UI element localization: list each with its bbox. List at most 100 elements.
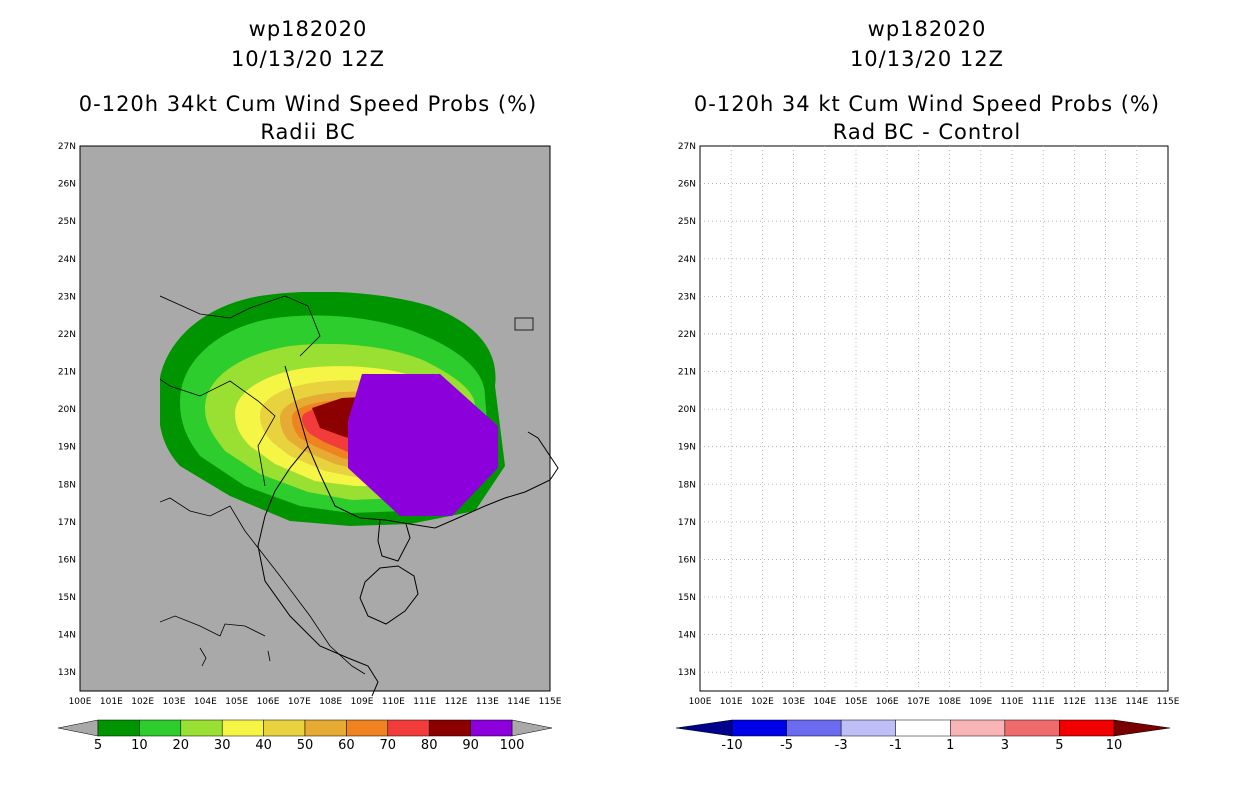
left-lon-label: 101E xyxy=(100,697,123,707)
right-colorbar-swatch xyxy=(786,719,842,737)
right-lon-label: 102E xyxy=(751,697,774,707)
left-lon-label: 114E xyxy=(507,697,530,707)
right-lon-label: 104E xyxy=(813,697,836,707)
left-colorbar-label: 20 xyxy=(173,738,190,753)
left-lat-label: 15N xyxy=(58,593,76,603)
left-lon-label: 113E xyxy=(476,697,499,707)
left-lat-label: 16N xyxy=(58,555,76,565)
right-map xyxy=(699,145,1169,692)
right-colorbar-label: -3 xyxy=(835,738,848,753)
right-lat-label: 25N xyxy=(678,217,696,227)
right-lat-label: 19N xyxy=(678,443,696,453)
left-prob-band-90-100 xyxy=(348,374,498,516)
right-lon-label: 112E xyxy=(1063,697,1086,707)
right-lon-label: 107E xyxy=(907,697,930,707)
left-colorbar-label: 80 xyxy=(421,738,438,753)
right-lat-label: 20N xyxy=(678,405,696,415)
left-lat-label: 13N xyxy=(58,668,76,678)
left-lon-label: 115E xyxy=(539,697,562,707)
left-colorbar-label: 60 xyxy=(338,738,355,753)
left-lat-label: 21N xyxy=(58,368,76,378)
right-lon-label: 103E xyxy=(782,697,805,707)
left-colorbar-label: 70 xyxy=(380,738,397,753)
left-colorbar-label: 90 xyxy=(462,738,479,753)
left-lat-label: 22N xyxy=(58,330,76,340)
right-colorbar-label: -10 xyxy=(721,738,742,753)
right-lon-label: 105E xyxy=(845,697,868,707)
left-colorbar-swatch xyxy=(304,719,347,737)
right-lat-label: 24N xyxy=(678,255,696,265)
left-lat-label: 14N xyxy=(58,631,76,641)
left-lat-label: 17N xyxy=(58,518,76,528)
left-lon-label: 103E xyxy=(163,697,186,707)
left-lat-label: 23N xyxy=(58,292,76,302)
left-lon-label: 104E xyxy=(194,697,217,707)
right-colorbar-arrow-low xyxy=(675,719,733,737)
right-lon-label: 110E xyxy=(1001,697,1024,707)
right-lat-label: 17N xyxy=(678,518,696,528)
right-lat-label: 27N xyxy=(678,142,696,152)
right-storm-id: wp182020 xyxy=(867,17,987,41)
right-lat-label: 15N xyxy=(678,593,696,603)
left-lon-label: 102E xyxy=(131,697,154,707)
right-lon-label: 100E xyxy=(689,697,712,707)
left-lon-label: 100E xyxy=(69,697,92,707)
right-colorbar: -10 -5 -3 -1 1 3 5 10 xyxy=(675,719,1171,753)
left-lon-label: 112E xyxy=(445,697,468,707)
right-colorbar-swatch xyxy=(731,719,787,737)
right-title: 0-120h 34 kt Cum Wind Speed Probs (%) xyxy=(693,92,1161,116)
left-axis-labels: 27N 26N 25N 24N 23N 22N 21N 20N 19N 18N 17N 16N 15N 1… xyxy=(58,142,562,707)
left-lat-label: 19N xyxy=(58,443,76,453)
left-lon-label: 111E xyxy=(413,697,436,707)
left-colorbar-arrow-high xyxy=(511,719,553,737)
right-colorbar-label: 3 xyxy=(1001,738,1009,753)
right-lon-label: 113E xyxy=(1094,697,1117,707)
left-colorbar-swatch xyxy=(470,719,513,737)
left-colorbar-swatch xyxy=(180,719,223,737)
right-colorbar-swatch xyxy=(1059,719,1115,737)
right-lat-label: 21N xyxy=(678,368,696,378)
left-colorbar: 5 10 20 30 40 50 60 70 80 90 100 xyxy=(57,719,553,753)
left-lat-label: 25N xyxy=(58,217,76,227)
right-colorbar-label: -1 xyxy=(889,738,902,753)
right-lon-label: 108E xyxy=(938,697,961,707)
left-lat-label: 18N xyxy=(58,480,76,490)
left-colorbar-swatch xyxy=(139,719,182,737)
left-lon-label: 105E xyxy=(225,697,248,707)
left-lon-label: 109E xyxy=(351,697,374,707)
left-colorbar-swatch xyxy=(221,719,264,737)
left-colorbar-label: 40 xyxy=(255,738,272,753)
left-lat-label: 24N xyxy=(58,255,76,265)
right-lon-label: 114E xyxy=(1125,697,1148,707)
right-colorbar-label: 5 xyxy=(1055,738,1063,753)
right-colorbar-swatch xyxy=(1004,719,1060,737)
right-colorbar-swatch xyxy=(895,719,951,737)
left-lon-label: 108E xyxy=(319,697,342,707)
left-colorbar-swatch xyxy=(97,719,140,737)
left-lon-label: 106E xyxy=(257,697,280,707)
right-lon-label: 106E xyxy=(876,697,899,707)
left-map xyxy=(79,145,559,697)
right-colorbar-label: 1 xyxy=(946,738,954,753)
left-colorbar-swatch xyxy=(346,719,389,737)
right-lon-label: 101E xyxy=(720,697,743,707)
right-datetime: 10/13/20 12Z xyxy=(849,47,1005,71)
right-lat-label: 23N xyxy=(678,292,696,302)
left-storm-id: wp182020 xyxy=(248,17,368,41)
left-colorbar-swatch xyxy=(263,719,306,737)
right-colorbar-label: 10 xyxy=(1106,738,1123,753)
left-colorbar-label: 30 xyxy=(214,738,231,753)
left-lat-label: 26N xyxy=(58,180,76,190)
left-colorbar-swatch xyxy=(387,719,430,737)
right-lat-label: 16N xyxy=(678,555,696,565)
left-lat-label: 20N xyxy=(58,405,76,415)
left-lon-label: 107E xyxy=(288,697,311,707)
left-colorbar-label: 100 xyxy=(500,738,525,753)
left-subtitle: Radii BC xyxy=(260,120,356,144)
right-axis-labels: 27N 26N 25N 24N 23N 22N 21N 20N 19N 18N 17N 16N 15N 1… xyxy=(678,142,1180,707)
left-lat-label: 27N xyxy=(58,142,76,152)
left-colorbar-swatch xyxy=(428,719,471,737)
right-lon-label: 115E xyxy=(1157,697,1180,707)
right-lon-label: 111E xyxy=(1032,697,1055,707)
